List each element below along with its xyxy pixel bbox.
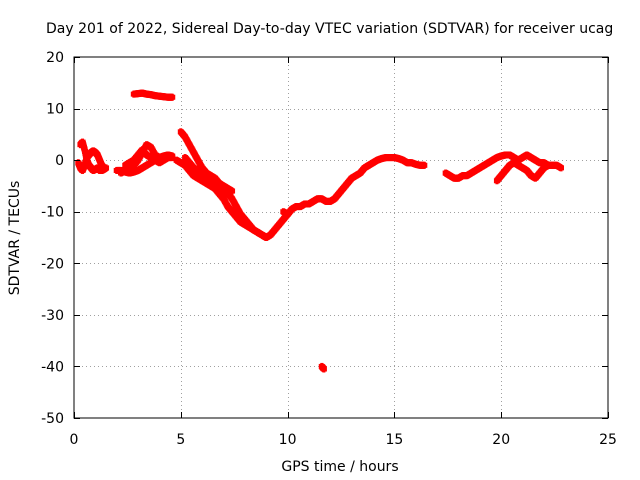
y-tick-label: 0 (55, 153, 64, 169)
series-seg-early-b (77, 138, 110, 174)
x-tick-label: 15 (385, 432, 403, 448)
x-tick-label: 20 (492, 432, 510, 448)
y-tick-label: -30 (41, 308, 64, 324)
y-axis-label: SDTVAR / TECUs (7, 181, 23, 296)
plot-frame (73, 56, 609, 419)
x-axis-label: GPS time / hours (281, 459, 398, 475)
x-tick-label: 25 (599, 432, 617, 448)
data-point (170, 93, 174, 101)
y-tick-label: 10 (46, 102, 64, 118)
y-tick-label: 20 (46, 50, 64, 66)
series-seg-descent-c (182, 154, 236, 195)
y-tick-label: -10 (41, 205, 64, 221)
series-seg-3-5-c (117, 141, 176, 177)
data-point (104, 164, 108, 172)
series-seg-recovery (280, 154, 428, 218)
chart-title: Day 201 of 2022, Sidereal Day-to-day VTE… (46, 21, 613, 37)
data-point (559, 164, 563, 172)
series-seg-descent-b (173, 156, 270, 241)
data-series (75, 89, 565, 373)
data-point (170, 152, 174, 160)
data-point (230, 187, 234, 195)
axis-ticks (74, 57, 609, 419)
y-tick-label: -20 (41, 256, 64, 272)
series-seg-high (130, 89, 176, 101)
data-point (264, 234, 268, 241)
y-tick-label: -40 (41, 359, 64, 375)
x-tick-label: 10 (279, 432, 297, 448)
series-seg-outlier (318, 362, 327, 373)
tick-labels: 0 5 10 15 20 25 20 10 0 -10 -20 -30 -40 -50 (41, 50, 617, 448)
data-point (422, 161, 426, 169)
x-tick-label: 0 (70, 432, 79, 448)
data-point (546, 161, 550, 169)
series-seg-late-b (493, 159, 552, 185)
x-tick-label: 5 (176, 432, 185, 448)
data-point (322, 365, 326, 373)
y-tick-label: -50 (41, 411, 64, 427)
